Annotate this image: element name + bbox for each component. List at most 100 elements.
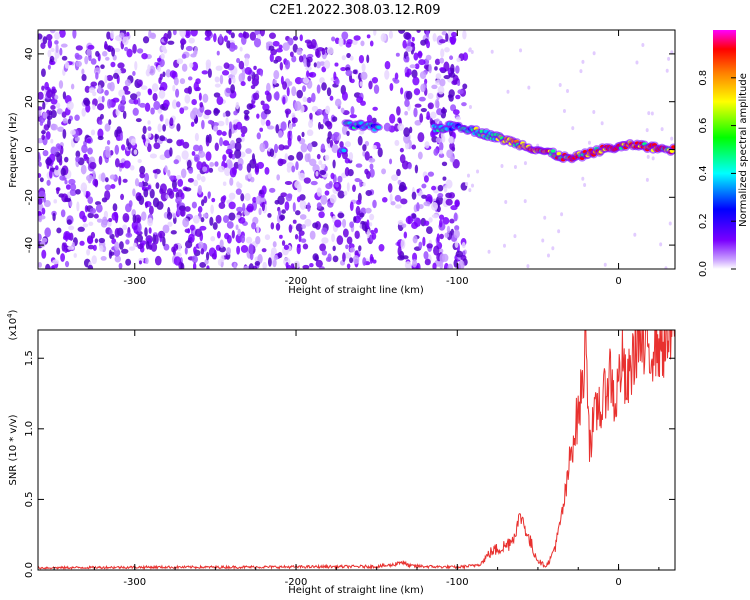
heatmap-cell bbox=[307, 142, 313, 153]
heatmap-cell bbox=[323, 60, 331, 69]
heatmap-cell bbox=[58, 30, 66, 38]
heatmap-cell bbox=[332, 159, 336, 169]
heatmap-cell bbox=[439, 233, 444, 240]
heatmap-cell bbox=[282, 145, 290, 150]
heatmap-cell bbox=[449, 218, 455, 224]
heatmap-cell bbox=[147, 120, 151, 125]
heatmap-cell bbox=[468, 105, 472, 110]
heatmap-cell bbox=[445, 32, 449, 42]
heatmap-cell bbox=[372, 144, 377, 150]
heatmap-cell bbox=[59, 174, 67, 181]
heatmap-cell bbox=[290, 263, 295, 269]
heatmap-cell bbox=[462, 83, 468, 90]
heatmap-cell bbox=[52, 259, 60, 265]
heatmap-cell bbox=[106, 31, 111, 40]
heatmap-cell bbox=[307, 44, 315, 49]
heatmap-cell bbox=[345, 244, 349, 250]
heatmap-cell bbox=[92, 98, 98, 107]
heatmap-cell bbox=[47, 64, 51, 70]
heatmap-cell bbox=[181, 63, 188, 72]
heatmap-cell bbox=[282, 81, 288, 90]
heatmap-cell bbox=[264, 109, 271, 115]
heatmap-cell bbox=[452, 109, 460, 115]
heatmap-cell bbox=[83, 99, 91, 107]
heatmap-cell bbox=[153, 100, 161, 110]
heatmap-cell bbox=[291, 86, 297, 97]
x-tick-label: -200 bbox=[285, 577, 308, 588]
heatmap-cell bbox=[411, 69, 418, 79]
heatmap-cell bbox=[218, 202, 226, 209]
heatmap-cell bbox=[420, 83, 426, 93]
heatmap-cell bbox=[226, 247, 232, 256]
heatmap-cell bbox=[384, 69, 390, 80]
heatmap-cell bbox=[54, 94, 59, 100]
heatmap-cell bbox=[121, 248, 129, 254]
heatmap-cell bbox=[311, 105, 319, 112]
heatmap-cell bbox=[44, 81, 50, 91]
heatmap-cell bbox=[425, 30, 430, 38]
heatmap-cell bbox=[60, 167, 66, 176]
heatmap-cell bbox=[287, 193, 293, 199]
heatmap-cell bbox=[175, 196, 182, 204]
heatmap-cell bbox=[272, 241, 277, 248]
heatmap-cell bbox=[171, 179, 177, 190]
heatmap-cell bbox=[476, 169, 480, 174]
heatmap-cell bbox=[389, 113, 396, 124]
heatmap-cell bbox=[73, 253, 77, 258]
snr-series-line bbox=[38, 330, 675, 570]
heatmap-cell bbox=[90, 231, 96, 239]
heatmap-cell bbox=[160, 191, 168, 202]
heatmap-cell bbox=[278, 44, 283, 50]
heatmap-cell bbox=[357, 135, 363, 146]
heatmap-cell bbox=[75, 150, 81, 158]
heatmap-cell bbox=[396, 168, 401, 177]
heatmap-cell bbox=[269, 53, 274, 63]
heatmap-cell bbox=[462, 30, 467, 40]
heatmap-cell bbox=[466, 173, 470, 178]
heatmap-cell bbox=[291, 122, 296, 127]
heatmap-cell bbox=[213, 33, 217, 43]
heatmap-cell bbox=[194, 228, 203, 237]
heatmap-cell bbox=[204, 36, 211, 41]
heatmap-cell bbox=[67, 245, 75, 250]
heatmap-cell bbox=[268, 45, 275, 51]
heatmap-cell bbox=[138, 181, 144, 188]
heatmap-cell bbox=[302, 77, 310, 84]
heatmap-cell bbox=[334, 62, 339, 67]
heatmap-cell bbox=[372, 259, 377, 264]
heatmap-cell bbox=[240, 234, 246, 244]
heatmap-cell bbox=[47, 118, 51, 129]
heatmap-cell bbox=[92, 104, 96, 110]
heatmap-cell bbox=[144, 172, 150, 183]
heatmap-cell bbox=[216, 231, 221, 239]
heatmap-cell bbox=[136, 48, 144, 54]
heatmap-cell bbox=[232, 76, 236, 84]
heatmap-cell bbox=[224, 167, 231, 177]
heatmap-cell bbox=[358, 54, 365, 64]
x-tick-label: -200 bbox=[285, 276, 308, 287]
heatmap-cell bbox=[104, 177, 109, 183]
heatmap-cell bbox=[394, 204, 402, 209]
heatmap-cell bbox=[349, 221, 354, 228]
heatmap-cell bbox=[647, 111, 651, 116]
heatmap-cell bbox=[184, 187, 192, 192]
heatmap-cell bbox=[267, 213, 272, 218]
heatmap-cell bbox=[240, 125, 248, 135]
heatmap-cell bbox=[308, 71, 317, 78]
heatmap-cell bbox=[454, 240, 459, 249]
heatmap-cell bbox=[359, 81, 363, 87]
heatmap-cell bbox=[50, 123, 58, 131]
heatmap-cell bbox=[393, 78, 400, 84]
heatmap-cell bbox=[332, 245, 336, 252]
heatmap-cell bbox=[157, 230, 166, 239]
heatmap-cell bbox=[371, 232, 377, 240]
heatmap-cell bbox=[412, 259, 418, 268]
heatmap-cell bbox=[439, 78, 446, 87]
heatmap-cell bbox=[237, 183, 243, 189]
heatmap-cell bbox=[439, 261, 444, 269]
heatmap-cell bbox=[342, 218, 347, 228]
heatmap-cell bbox=[359, 179, 363, 188]
heatmap-cell bbox=[122, 178, 128, 183]
heatmap-cell bbox=[592, 51, 596, 56]
heatmap-cell bbox=[261, 201, 266, 212]
